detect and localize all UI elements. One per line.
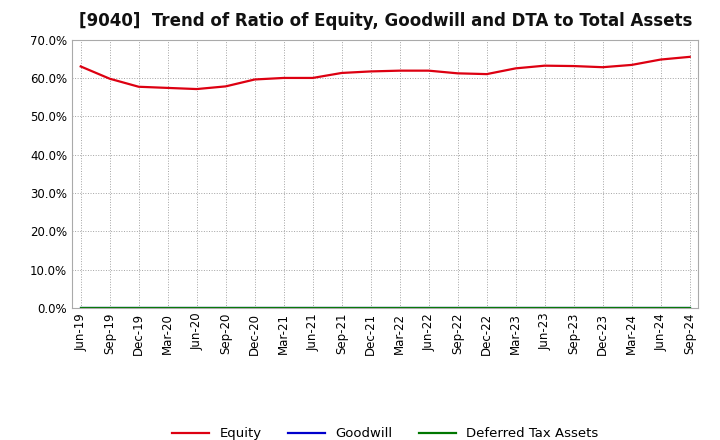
Goodwill bbox=[598, 305, 607, 311]
Deferred Tax Assets bbox=[338, 305, 346, 311]
Deferred Tax Assets bbox=[279, 305, 288, 311]
Equity bbox=[338, 70, 346, 76]
Deferred Tax Assets bbox=[192, 305, 201, 311]
Equity bbox=[366, 69, 375, 74]
Equity bbox=[192, 86, 201, 92]
Deferred Tax Assets bbox=[570, 305, 578, 311]
Goodwill bbox=[163, 305, 172, 311]
Equity bbox=[279, 75, 288, 81]
Deferred Tax Assets bbox=[657, 305, 665, 311]
Equity bbox=[105, 76, 114, 81]
Equity bbox=[395, 68, 404, 73]
Goodwill bbox=[424, 305, 433, 311]
Deferred Tax Assets bbox=[308, 305, 317, 311]
Deferred Tax Assets bbox=[76, 305, 85, 311]
Goodwill bbox=[279, 305, 288, 311]
Equity bbox=[685, 54, 694, 59]
Equity bbox=[251, 77, 259, 82]
Goodwill bbox=[251, 305, 259, 311]
Goodwill bbox=[395, 305, 404, 311]
Goodwill bbox=[366, 305, 375, 311]
Line: Equity: Equity bbox=[81, 57, 690, 89]
Goodwill bbox=[76, 305, 85, 311]
Deferred Tax Assets bbox=[163, 305, 172, 311]
Goodwill bbox=[135, 305, 143, 311]
Deferred Tax Assets bbox=[541, 305, 549, 311]
Goodwill bbox=[627, 305, 636, 311]
Equity bbox=[454, 71, 462, 76]
Equity bbox=[657, 57, 665, 62]
Deferred Tax Assets bbox=[454, 305, 462, 311]
Deferred Tax Assets bbox=[598, 305, 607, 311]
Title: [9040]  Trend of Ratio of Equity, Goodwill and DTA to Total Assets: [9040] Trend of Ratio of Equity, Goodwil… bbox=[78, 12, 692, 30]
Deferred Tax Assets bbox=[685, 305, 694, 311]
Deferred Tax Assets bbox=[482, 305, 491, 311]
Equity bbox=[570, 63, 578, 69]
Goodwill bbox=[511, 305, 520, 311]
Deferred Tax Assets bbox=[105, 305, 114, 311]
Equity bbox=[308, 75, 317, 81]
Legend: Equity, Goodwill, Deferred Tax Assets: Equity, Goodwill, Deferred Tax Assets bbox=[172, 427, 598, 440]
Goodwill bbox=[454, 305, 462, 311]
Goodwill bbox=[685, 305, 694, 311]
Equity bbox=[76, 64, 85, 69]
Goodwill bbox=[221, 305, 230, 311]
Equity bbox=[482, 71, 491, 77]
Deferred Tax Assets bbox=[424, 305, 433, 311]
Deferred Tax Assets bbox=[366, 305, 375, 311]
Goodwill bbox=[338, 305, 346, 311]
Equity bbox=[598, 65, 607, 70]
Deferred Tax Assets bbox=[627, 305, 636, 311]
Deferred Tax Assets bbox=[511, 305, 520, 311]
Equity bbox=[627, 62, 636, 68]
Goodwill bbox=[308, 305, 317, 311]
Equity bbox=[541, 63, 549, 68]
Deferred Tax Assets bbox=[395, 305, 404, 311]
Equity bbox=[511, 66, 520, 71]
Goodwill bbox=[105, 305, 114, 311]
Goodwill bbox=[192, 305, 201, 311]
Deferred Tax Assets bbox=[251, 305, 259, 311]
Goodwill bbox=[482, 305, 491, 311]
Equity bbox=[221, 84, 230, 89]
Equity bbox=[135, 84, 143, 89]
Equity bbox=[424, 68, 433, 73]
Goodwill bbox=[570, 305, 578, 311]
Goodwill bbox=[541, 305, 549, 311]
Deferred Tax Assets bbox=[135, 305, 143, 311]
Deferred Tax Assets bbox=[221, 305, 230, 311]
Equity bbox=[163, 85, 172, 91]
Goodwill bbox=[657, 305, 665, 311]
